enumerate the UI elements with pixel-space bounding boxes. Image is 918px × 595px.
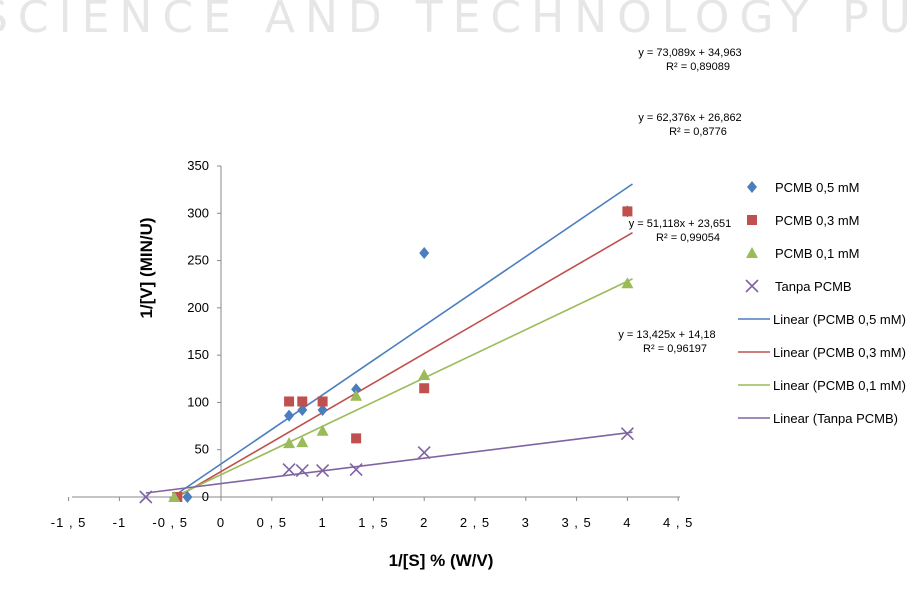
- x-tick-label: 3: [522, 515, 530, 530]
- data-point: [296, 436, 309, 448]
- trendlines: [145, 183, 633, 498]
- x-tick-label: 1: [318, 515, 326, 530]
- y-tick-label: 350: [187, 158, 209, 173]
- x-tick-label: 4 , 5: [663, 515, 693, 530]
- legend-label: PCMB 0,5 mM: [775, 180, 860, 195]
- y-tick-label: 50: [195, 442, 209, 457]
- trendline-equation: y = 62,376x + 26,862: [638, 112, 741, 124]
- data-point: [350, 389, 363, 401]
- data-point: [283, 437, 296, 449]
- data-point: [351, 433, 362, 444]
- x-tick-label: 3 , 5: [561, 515, 591, 530]
- x-tick-label: -1 , 5: [51, 515, 87, 530]
- x-tick-label: 0: [217, 515, 225, 530]
- data-point: [316, 463, 330, 478]
- x-stroke: [139, 490, 153, 504]
- x-stroke: [295, 463, 309, 478]
- watermark-text: SCIENCE AND TECHNOLOGY PUBLICATIONS: [0, 0, 918, 40]
- data-point: [418, 369, 431, 381]
- x-stroke: [417, 445, 431, 460]
- legend-marker: [747, 181, 757, 193]
- x-stroke: [349, 463, 363, 477]
- legend-label: PCMB 0,3 mM: [775, 213, 860, 228]
- y-tick-label: 200: [187, 300, 209, 315]
- trendline-equation: y = 13,425x + 14,18: [618, 329, 715, 341]
- y-tick-label: 300: [187, 205, 209, 220]
- data-point: [317, 403, 328, 416]
- x-stroke: [620, 427, 634, 441]
- y-tick-label: 150: [187, 347, 209, 362]
- x-tick-label: 0 , 5: [257, 515, 287, 530]
- legend-label: Linear (PCMB 0,3 mM): [773, 345, 906, 360]
- x-tick-label: 2: [420, 515, 428, 530]
- trendline-r2: R² = 0,96197: [643, 343, 707, 355]
- trendline-r2: R² = 0,89089: [666, 61, 730, 73]
- data-point: [168, 491, 181, 502]
- data-point: [417, 445, 431, 460]
- y-tick-label: 100: [187, 394, 209, 409]
- x-tick-label: -0 , 5: [152, 515, 188, 530]
- x-tick-label: 1 , 5: [358, 515, 388, 530]
- trendline-equation: y = 51,118x + 23,651: [629, 218, 732, 230]
- legend-label: Linear (Tanpa PCMB): [773, 411, 898, 426]
- trendline-r2: R² = 0,8776: [669, 126, 727, 138]
- data-points: [139, 205, 634, 504]
- y-tick-label: 250: [187, 253, 209, 268]
- data-point: [297, 396, 308, 407]
- data-point: [419, 383, 430, 394]
- data-point: [284, 409, 295, 422]
- data-point: [316, 424, 329, 436]
- trendline-r2: R² = 0,99054: [656, 232, 720, 244]
- legend-marker: [745, 279, 759, 293]
- legend-marker: [747, 215, 757, 225]
- data-point: [182, 491, 193, 503]
- data-point: [282, 463, 296, 477]
- data-point: [297, 403, 308, 416]
- x-stroke: [316, 463, 330, 478]
- trendline: [145, 431, 633, 494]
- legend-label: Tanpa PCMB: [775, 279, 852, 294]
- data-point: [295, 463, 309, 478]
- data-point: [620, 427, 634, 441]
- legend-label: PCMB 0,1 mM: [775, 246, 860, 261]
- data-point: [351, 383, 362, 396]
- data-point: [317, 396, 328, 407]
- equation-labels: y = 73,089x + 34,963 R² = 0,89089 y = 62,3…: [618, 47, 741, 355]
- axes: 0 50 100 150 200 250 300 350 -1 , 5 -1 -0 , 5 0 0 , …: [51, 158, 693, 570]
- trendline: [176, 231, 633, 498]
- y-tick-label: 0: [202, 489, 209, 504]
- watermark: SCIENCE AND TECHNOLOGY PUBLICATIONS: [0, 0, 918, 40]
- data-point: [349, 463, 363, 477]
- data-point: [139, 490, 153, 504]
- legend: PCMB 0,5 mM PCMB 0,3 mM PCMB 0,1 mM Tanpa P…: [738, 180, 906, 426]
- data-point: [419, 247, 430, 260]
- legend-label: Linear (PCMB 0,1 mM): [773, 378, 906, 393]
- data-point: [621, 277, 634, 289]
- data-point: [284, 396, 295, 407]
- x-tick-label: 2 , 5: [460, 515, 490, 530]
- legend-label: Linear (PCMB 0,5 mM): [773, 312, 906, 327]
- trendline: [171, 183, 633, 498]
- x-stroke: [282, 463, 296, 477]
- x-tick-label: 4: [623, 515, 631, 530]
- x-tick-label: -1: [113, 515, 127, 530]
- x-stroke: [745, 279, 759, 293]
- y-axis-title: 1/[V] (MIN/U): [137, 217, 156, 318]
- trendline-equation: y = 73,089x + 34,963: [638, 47, 741, 59]
- legend-marker: [746, 247, 758, 258]
- x-axis-title: 1/[S] % (W/V): [389, 551, 494, 570]
- trendline: [173, 278, 633, 498]
- data-point: [622, 206, 633, 217]
